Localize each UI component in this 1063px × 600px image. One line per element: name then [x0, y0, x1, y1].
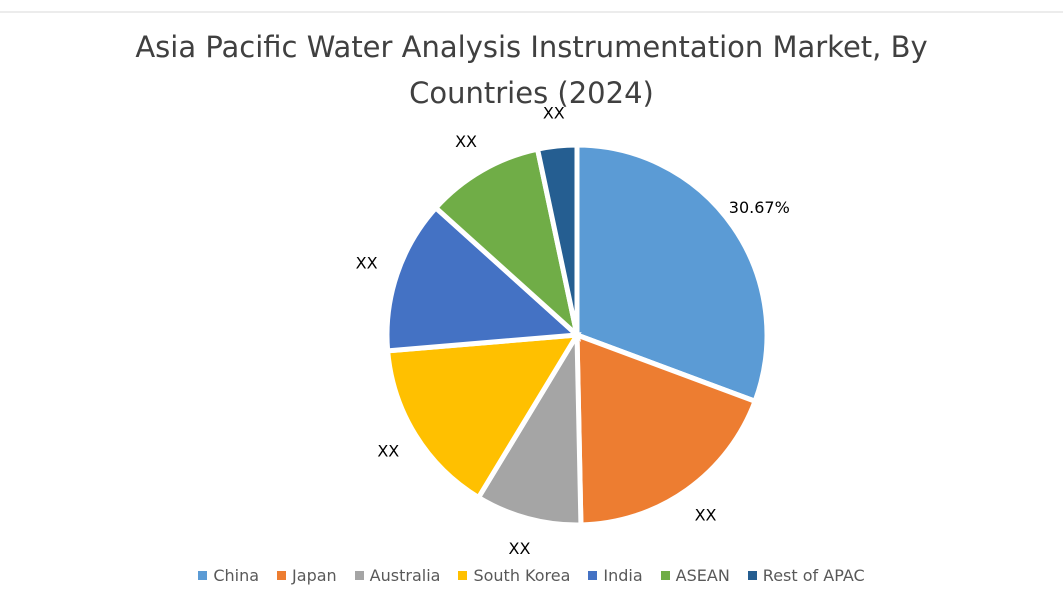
legend-swatch [660, 571, 670, 580]
pie-slice [475, 326, 584, 528]
legend-swatch [747, 571, 757, 580]
legend-item: Rest of APAC [747, 566, 865, 585]
legend-item: Australia [354, 566, 441, 585]
data-label: XX [455, 132, 477, 151]
legend-swatch [354, 571, 364, 580]
legend-swatch [588, 571, 598, 580]
pie-slice [384, 332, 582, 501]
data-label: XX [509, 539, 531, 558]
data-label: XX [377, 441, 399, 460]
legend-label: Australia [369, 566, 441, 585]
legend-swatch [277, 571, 287, 580]
data-label: XX [543, 104, 565, 123]
legend-label: Japan [292, 566, 337, 585]
pie-slice [384, 204, 583, 354]
legend-label: China [213, 566, 260, 585]
data-label: XX [356, 254, 378, 273]
data-label: 30.67% [729, 198, 790, 217]
pie-slice [432, 146, 582, 343]
pie-slice [574, 142, 770, 405]
legend-item: China [198, 566, 259, 585]
pie-slice [534, 142, 580, 336]
legend-swatch [198, 571, 208, 580]
legend-item: Japan [277, 566, 337, 585]
pie-slice [574, 331, 759, 528]
legend-item: ASEAN [660, 566, 730, 585]
legend: China Japan Australia South Korea India ASEAN… [0, 566, 1063, 585]
legend-item: South Korea [458, 566, 570, 585]
legend-label: ASEAN [675, 566, 730, 585]
legend-swatch [458, 571, 468, 580]
legend-item: India [588, 566, 643, 585]
legend-label: South Korea [473, 566, 571, 585]
legend-label: Rest of APAC [762, 566, 865, 585]
chart-title: Asia Pacific Water Analysis Instrumentat… [135, 30, 928, 110]
data-label: XX [695, 505, 717, 524]
legend-label: India [603, 566, 643, 585]
